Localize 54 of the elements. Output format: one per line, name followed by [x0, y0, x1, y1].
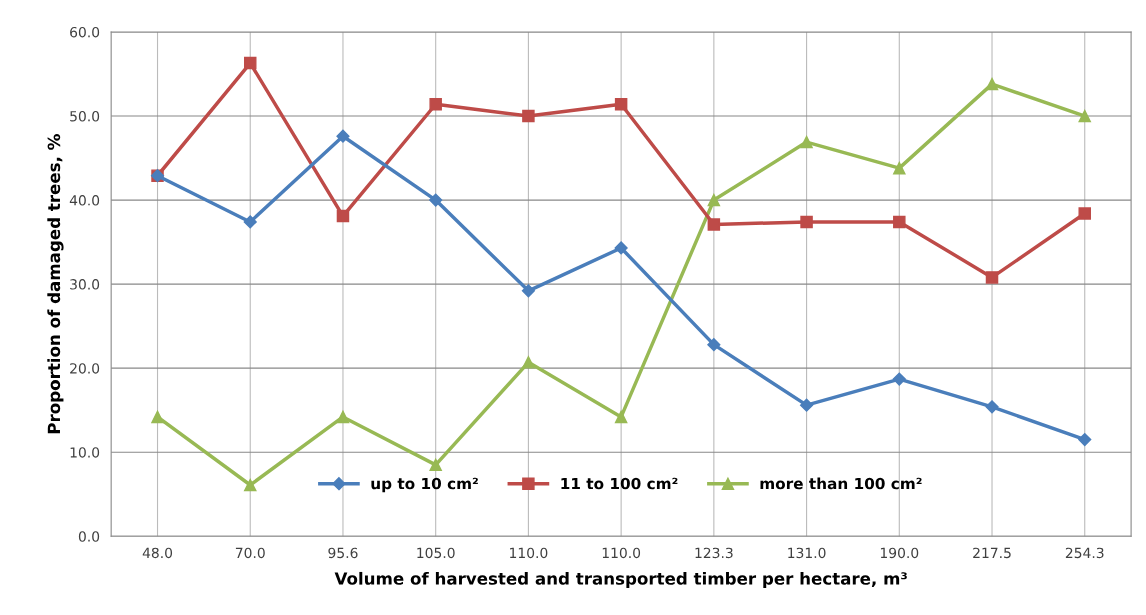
point — [1078, 207, 1091, 220]
point — [243, 478, 257, 492]
point — [614, 98, 628, 111]
x-tick-label: 131.0 — [788, 547, 826, 559]
point — [336, 129, 350, 143]
point — [429, 193, 443, 207]
x-tick-label: 110.0 — [602, 547, 641, 559]
x-tick-label: 217.5 — [973, 547, 1011, 559]
y-tick-label: 0.0 — [78, 531, 100, 542]
point — [614, 241, 628, 255]
point — [800, 135, 813, 149]
point — [336, 410, 350, 424]
point — [243, 215, 257, 229]
y-tick-label: 40.0 — [69, 195, 100, 206]
x-tick-label: 48.0 — [142, 547, 173, 559]
point — [985, 400, 999, 414]
x-tick-label: 190.0 — [880, 547, 919, 559]
x-tick-label: 95.6 — [328, 547, 358, 559]
legend-label: up to 10 cm² — [371, 477, 478, 493]
point — [892, 372, 906, 386]
legend-label: 11 to 100 cm² — [561, 477, 678, 490]
point — [1078, 433, 1092, 447]
y-axis-title: Proportion of damaged trees, % — [47, 134, 64, 434]
point — [985, 77, 999, 91]
y-tick-label: 50.0 — [70, 111, 100, 122]
point — [707, 193, 721, 207]
point — [707, 338, 721, 352]
point — [429, 458, 442, 472]
legend-label: more than 100 cm² — [760, 477, 922, 490]
point — [800, 215, 813, 229]
point — [1078, 109, 1091, 123]
x-tick-label: 123.3 — [695, 547, 733, 559]
x-tick-label: 105.0 — [417, 547, 455, 559]
x-tick-label: 254.3 — [1065, 547, 1104, 559]
x-tick-label: 70.0 — [235, 547, 265, 559]
point — [893, 215, 906, 229]
y-tick-label: 30.0 — [70, 279, 100, 290]
point — [151, 410, 164, 424]
y-tick-label: 10.0 — [70, 447, 100, 458]
point — [521, 284, 535, 298]
point — [429, 98, 442, 111]
point — [893, 161, 906, 175]
point — [707, 218, 721, 231]
y-tick-label: 60.0 — [70, 26, 100, 38]
point — [243, 56, 257, 70]
x-axis-title: Volume of harvested and transported timber per hectare, m³ — [334, 571, 907, 589]
point — [799, 398, 814, 412]
point — [614, 410, 628, 424]
point — [985, 271, 999, 284]
point — [522, 109, 535, 123]
x-tick-label: 110.0 — [510, 547, 548, 559]
point — [522, 356, 535, 369]
y-tick-label: 20.0 — [70, 363, 100, 374]
point — [336, 209, 350, 223]
